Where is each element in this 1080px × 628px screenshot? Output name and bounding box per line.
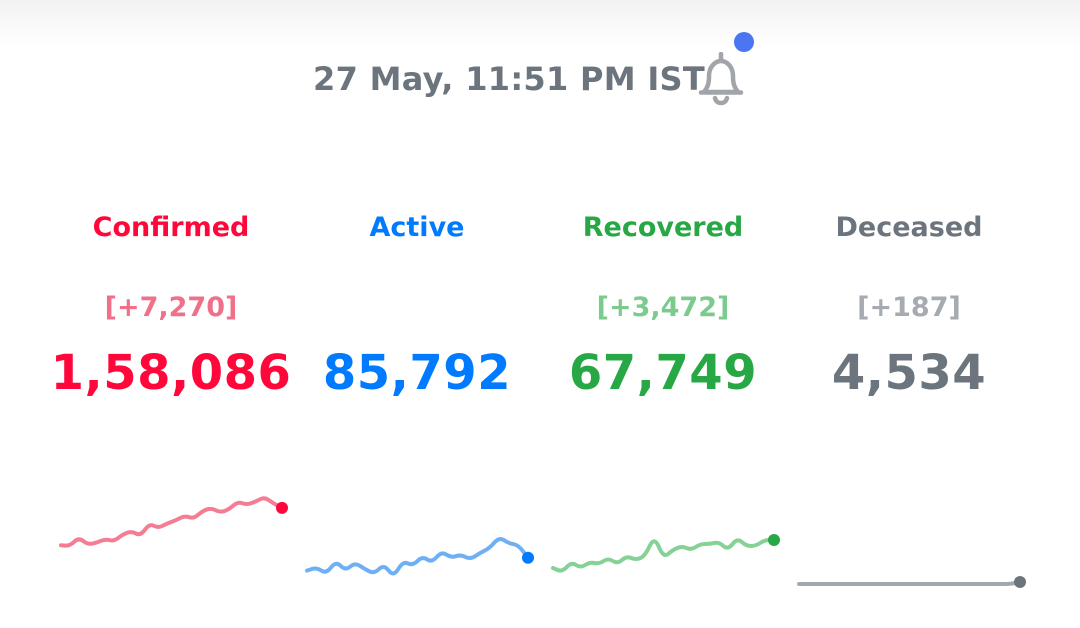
- stat-label: Confirmed: [92, 212, 250, 243]
- notification-dot: [734, 32, 754, 52]
- stat-confirmed[interactable]: Confirmed [+7,270] 1,58,086: [48, 200, 294, 420]
- bell-icon: [698, 52, 744, 106]
- notifications-button[interactable]: [696, 32, 754, 108]
- deceased-sparkline-end-dot: [1014, 576, 1026, 588]
- last-updated-timestamp: 27 May, 11:51 PM IST: [313, 60, 706, 98]
- deceased-sparkline: [797, 580, 1023, 586]
- stat-label: Deceased: [835, 212, 983, 243]
- stat-label: Recovered: [582, 212, 744, 243]
- stat-recovered[interactable]: Recovered [+3,472] 67,749: [540, 200, 786, 420]
- recovered-sparkline: [551, 538, 776, 573]
- stat-delta: [+7,270]: [104, 292, 238, 323]
- top-shadow: [0, 0, 1080, 46]
- recovered-sparkline-end-dot: [768, 534, 780, 546]
- stat-active[interactable]: Active 85,792: [294, 200, 540, 420]
- stat-deceased[interactable]: Deceased [+187] 4,534: [786, 200, 1032, 420]
- active-sparkline: [305, 537, 530, 576]
- stat-total: 85,792: [322, 345, 512, 401]
- confirmed-sparkline-end-dot: [276, 501, 288, 514]
- stat-total: 1,58,086: [50, 345, 292, 401]
- stat-label: Active: [369, 212, 465, 243]
- stat-delta: [+187]: [857, 292, 961, 323]
- stat-delta: [+3,472]: [596, 292, 730, 323]
- header-row: 27 May, 11:51 PM IST: [0, 32, 1080, 108]
- active-sparkline-end-dot: [522, 551, 534, 564]
- stat-total: 67,749: [568, 345, 758, 401]
- stat-total: 4,534: [831, 345, 987, 401]
- confirmed-sparkline: [59, 496, 284, 548]
